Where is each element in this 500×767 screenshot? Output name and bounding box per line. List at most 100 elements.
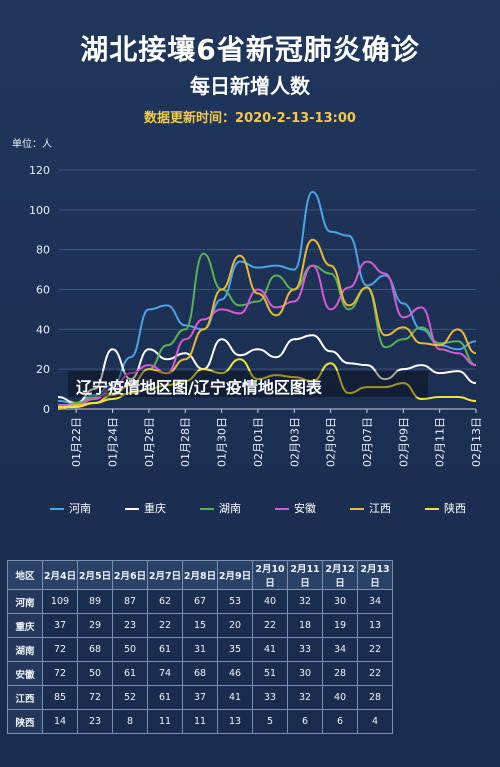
table-cell: 18	[287, 613, 323, 638]
legend-label: 安徽	[294, 502, 316, 515]
table-cell: 31	[182, 637, 218, 662]
table-cell: 30	[322, 589, 358, 614]
table-cell: 6	[322, 709, 358, 734]
table-cell: 6	[287, 709, 323, 734]
legend-item: 重庆	[125, 500, 166, 516]
table-cell: 61	[147, 685, 183, 710]
table-row: 河南 109 89 87 62 67 53 40 32 30 34	[7, 589, 393, 614]
table-cell: 22	[357, 637, 393, 662]
table-cell: 22	[147, 613, 183, 638]
table-region-cell: 重庆	[7, 613, 43, 638]
table-cell: 13	[357, 613, 393, 638]
caption-banner: 辽宁疫情地区图/辽宁疫情地区图表	[68, 371, 428, 397]
x-tick-label: 01月28日	[179, 417, 192, 467]
table-region-cell: 湖南	[7, 637, 43, 662]
legend-label: 重庆	[144, 502, 166, 515]
x-tick-label: 02月13日	[470, 417, 483, 467]
table-row: 陕西 14 23 8 11 11 13 5 6 6 4	[7, 709, 393, 734]
legend-item: 河南	[50, 500, 91, 516]
table-cell: 14	[42, 709, 78, 734]
table-cell: 4	[357, 709, 393, 734]
legend-swatch	[125, 508, 139, 510]
table-cell: 41	[252, 637, 288, 662]
table-cell: 72	[42, 637, 78, 662]
table-cell: 28	[322, 661, 358, 686]
y-tick-label: 80	[36, 244, 50, 257]
x-tick-label: 02月11日	[434, 417, 447, 467]
chart-subtitle: 每日新增人数	[190, 74, 310, 98]
y-tick-label: 0	[43, 403, 50, 416]
table-header-cell: 2月8日	[182, 560, 218, 590]
series-line-江西	[57, 238, 477, 410]
table-cell: 35	[217, 637, 253, 662]
table-header-row: 地区 2月4日 2月5日 2月6日 2月7日 2月8日 2月9日 2月10日 2月11日 2月12…	[7, 560, 393, 590]
line-chart: 0 20 40 60 80 100 120 01月22日 01月24日 01月26日 01月28日 0…	[29, 164, 483, 467]
legend-swatch	[50, 508, 64, 510]
legend-item: 陕西	[425, 500, 466, 516]
series-line-陕西	[57, 358, 477, 409]
table-cell: 68	[77, 637, 113, 662]
table-region-cell: 安徽	[7, 661, 43, 686]
table-cell: 22	[357, 661, 393, 686]
table-region-cell: 江西	[7, 685, 43, 710]
table-cell: 62	[147, 589, 183, 614]
y-tick-label: 60	[36, 284, 50, 297]
table-header-cell: 2月6日	[112, 560, 148, 590]
table-cell: 61	[112, 661, 148, 686]
table-header-cell: 2月7日	[147, 560, 183, 590]
table-cell: 68	[182, 661, 218, 686]
legend-swatch	[425, 508, 439, 510]
table-cell: 109	[42, 589, 78, 614]
table-cell: 37	[42, 613, 78, 638]
table-cell: 23	[112, 613, 148, 638]
table-cell: 13	[217, 709, 253, 734]
x-tick-label: 02月03日	[288, 417, 301, 467]
table-cell: 52	[112, 685, 148, 710]
table-cell: 32	[287, 685, 323, 710]
legend-label: 湖南	[219, 502, 241, 515]
legend-swatch	[200, 508, 214, 510]
table-cell: 74	[147, 661, 183, 686]
table-cell: 40	[252, 589, 288, 614]
legend-swatch	[275, 508, 289, 510]
table-cell: 67	[182, 589, 218, 614]
table-header-cell: 2月13日	[357, 560, 393, 590]
table-cell: 15	[182, 613, 218, 638]
x-tick-label: 01月22日	[70, 417, 83, 467]
legend: 河南 重庆 湖南 安徽 江西 陕西	[50, 500, 480, 518]
x-tick-label: 02月05日	[325, 417, 338, 467]
y-tick-label: 120	[29, 164, 50, 177]
table-region-cell: 河南	[7, 589, 43, 614]
table-cell: 40	[322, 685, 358, 710]
table-cell: 22	[252, 613, 288, 638]
table-cell: 33	[287, 637, 323, 662]
table-row: 重庆 37 29 23 22 15 20 22 18 19 13	[7, 613, 393, 638]
legend-item: 江西	[350, 500, 391, 516]
x-tick-label: 02月07日	[361, 417, 374, 467]
table-cell: 20	[217, 613, 253, 638]
table-header-cell: 地区	[7, 560, 43, 590]
table-cell: 61	[147, 637, 183, 662]
table-header-cell: 2月4日	[42, 560, 78, 590]
table-cell: 89	[77, 589, 113, 614]
caption-text: 辽宁疫情地区图/辽宁疫情地区图表	[76, 378, 322, 397]
data-table: 地区 2月4日 2月5日 2月6日 2月7日 2月8日 2月9日 2月10日 2月11日 2月12…	[7, 560, 393, 734]
table-cell: 50	[77, 661, 113, 686]
table-cell: 30	[287, 661, 323, 686]
table-cell: 34	[357, 589, 393, 614]
x-tick-label: 01月30日	[216, 417, 229, 467]
table-row: 湖南 72 68 50 61 31 35 41 33 34 22	[7, 637, 393, 662]
legend-label: 河南	[69, 502, 91, 515]
y-tick-label: 100	[29, 204, 50, 217]
table-header-cell: 2月12日	[322, 560, 358, 590]
table-cell: 51	[252, 661, 288, 686]
legend-item: 湖南	[200, 500, 241, 516]
y-tick-label: 20	[36, 363, 50, 376]
table-cell: 11	[182, 709, 218, 734]
table-region-cell: 陕西	[7, 709, 43, 734]
series-line-重庆	[57, 334, 477, 405]
table-row: 江西 85 72 52 61 37 41 33 32 40 28	[7, 685, 393, 710]
table-header-cell: 2月5日	[77, 560, 113, 590]
table-header-cell: 2月10日	[252, 560, 288, 590]
